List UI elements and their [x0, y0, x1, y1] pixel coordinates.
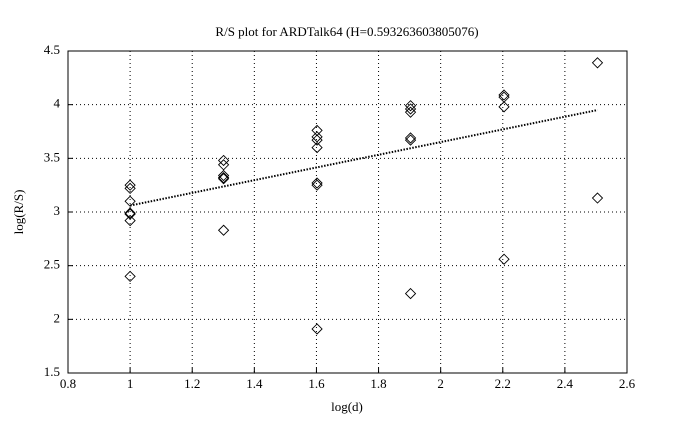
data-point: [498, 253, 510, 265]
y-tick-label: 4: [54, 96, 61, 111]
x-tick-label: 2: [437, 376, 444, 391]
data-point: [217, 159, 230, 171]
data-point: [124, 214, 136, 227]
chart-title: R/S plot for ARDTalk64 (H=0.593263603805…: [215, 24, 478, 39]
x-tick-label: 1.8: [370, 376, 386, 391]
data-point: [124, 179, 136, 191]
data-point: [404, 103, 417, 115]
x-tick-label: 1: [127, 376, 134, 391]
data-point: [311, 179, 323, 191]
x-tick-label: 1.6: [308, 376, 325, 391]
data-point: [124, 270, 136, 283]
data-point: [217, 169, 230, 182]
data-point: [591, 192, 604, 204]
data-point: [311, 141, 323, 154]
y-tick-label: 4.5: [44, 42, 60, 57]
x-tick-label: 0.8: [60, 376, 76, 391]
data-point: [404, 134, 417, 146]
y-tick-label: 3.5: [44, 149, 60, 164]
y-axis-label: log(R/S): [11, 190, 26, 235]
data-point: [498, 89, 510, 101]
data-point: [404, 287, 417, 300]
data-point: [217, 172, 230, 184]
data-point: [311, 134, 323, 146]
data-point: [217, 173, 230, 185]
data-point: [124, 182, 136, 195]
data-point: [591, 57, 604, 69]
y-tick-label: 1.5: [44, 364, 60, 379]
y-tick-label: 3: [54, 203, 61, 218]
data-point: [311, 177, 323, 189]
x-tick-label: 1.4: [246, 376, 263, 391]
data-point: [124, 207, 136, 219]
data-point: [404, 100, 417, 112]
x-tick-label: 1.2: [184, 376, 200, 391]
x-axis-label: log(d): [331, 399, 363, 414]
data-point: [124, 208, 136, 220]
data-point: [311, 323, 323, 335]
data-point: [404, 132, 417, 144]
data-point: [217, 154, 230, 167]
x-tick-label: 2.2: [495, 376, 511, 391]
y-tick-label: 2.5: [44, 257, 60, 272]
y-tick-label: 2: [54, 310, 61, 325]
x-tick-label: 2.4: [557, 376, 574, 391]
data-point: [498, 101, 510, 113]
data-point: [124, 195, 136, 207]
data-point: [217, 224, 230, 236]
x-tick-label: 2.6: [619, 376, 636, 391]
data-point: [311, 131, 323, 143]
data-point: [404, 106, 417, 118]
